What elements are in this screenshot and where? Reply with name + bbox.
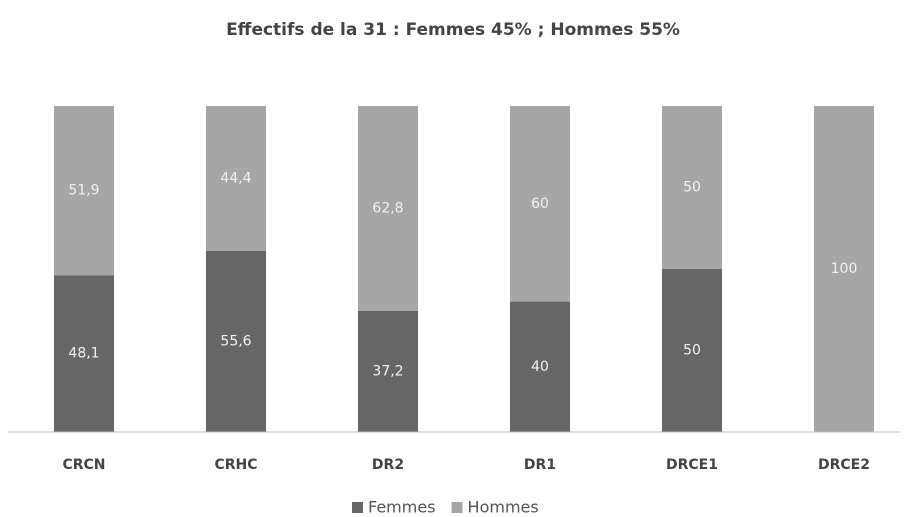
bar-segment bbox=[206, 106, 266, 251]
data-label: 50 bbox=[683, 180, 701, 196]
bar-segment bbox=[206, 250, 266, 432]
data-label: 62,8 bbox=[372, 200, 403, 216]
data-label: 48,1 bbox=[68, 346, 99, 362]
data-label: 55,6 bbox=[220, 333, 251, 349]
x-tick-label: DR1 bbox=[524, 457, 556, 473]
chart-title: Effectifs de la 31 : Femmes 45% ; Hommes… bbox=[226, 20, 680, 40]
x-tick-label: DR2 bbox=[372, 457, 404, 473]
x-tick-label: CRCN bbox=[62, 457, 105, 473]
data-label: 37,2 bbox=[372, 363, 403, 379]
legend-label: Femmes bbox=[368, 498, 436, 517]
data-label: 51,9 bbox=[68, 183, 99, 199]
bar-segment bbox=[358, 310, 418, 432]
x-tick-label: DRCE1 bbox=[666, 457, 718, 473]
bar-segment bbox=[662, 269, 722, 432]
bar-segment bbox=[54, 106, 114, 276]
legend-swatch bbox=[352, 502, 363, 513]
bar-segment bbox=[662, 106, 722, 269]
bar-segment bbox=[510, 106, 570, 302]
data-label: 60 bbox=[531, 196, 549, 212]
legend-swatch bbox=[451, 502, 463, 513]
data-label: 40 bbox=[531, 359, 549, 375]
legend-label: Hommes bbox=[468, 498, 539, 517]
data-label: 100 bbox=[831, 261, 858, 277]
x-tick-label: CRHC bbox=[214, 457, 257, 473]
bar-segment bbox=[814, 106, 874, 432]
bar-segment bbox=[358, 106, 418, 311]
data-label: 44,4 bbox=[220, 170, 251, 186]
bar-segment bbox=[510, 301, 570, 432]
data-label: 50 bbox=[683, 343, 701, 359]
bar-segment bbox=[54, 275, 114, 432]
x-tick-label: DRCE2 bbox=[818, 457, 870, 473]
